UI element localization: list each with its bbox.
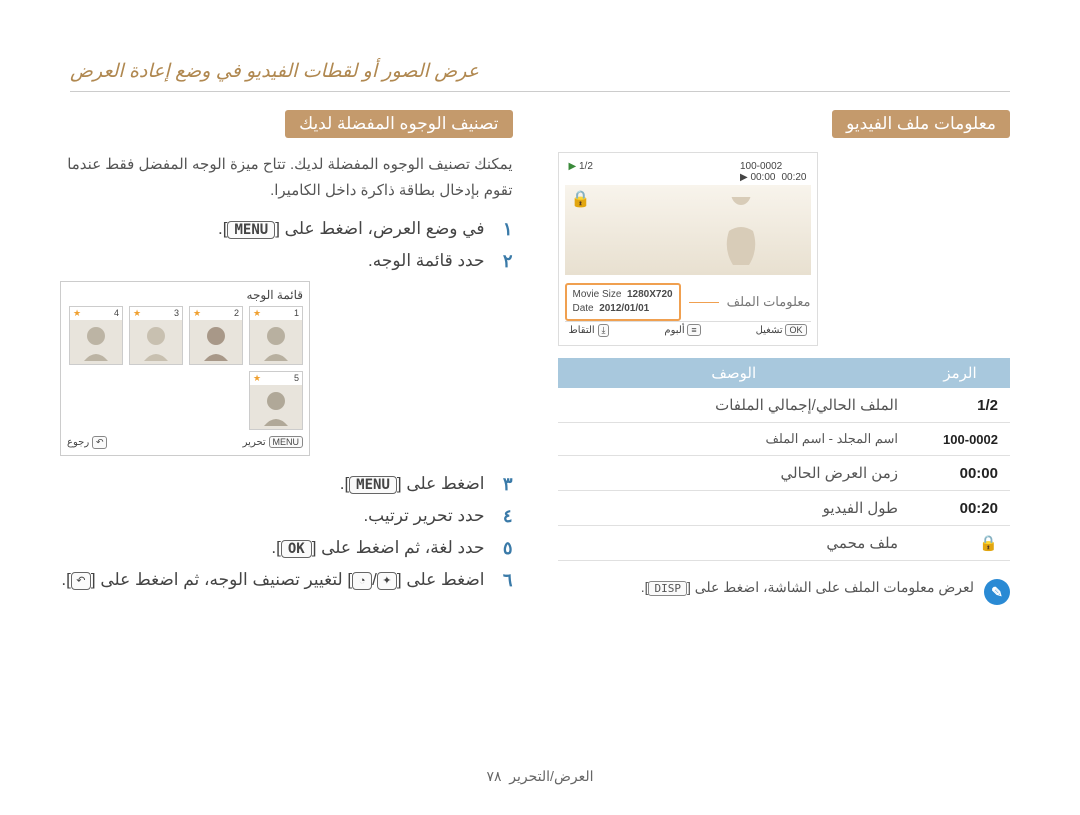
video-bottom-bar: OK تشغيل ≡ ألبوم ⤓ التقاط: [565, 321, 811, 339]
face-cell: 4★: [69, 306, 123, 365]
step-6: اضغط على [✦/◔] لتغيير تصنيف الوجه، ثم اض…: [60, 570, 513, 590]
content-columns: معلومات ملف الفيديو ▶ 1/2 100-0002 ▶ 00:…: [60, 110, 1010, 605]
page-footer: العرض/التحرير ٧٨: [0, 768, 1080, 785]
face-cell: 2★: [189, 306, 243, 365]
face-thumbnail: [250, 320, 302, 364]
face-thumbnail: [70, 320, 122, 364]
section-title-faces: تصنيف الوجوه المفضلة لديك: [285, 110, 512, 138]
steps-list: في وضع العرض، اضغط على [MENU]. حدد قائمة…: [60, 219, 513, 590]
album-chip: ≡: [687, 324, 700, 336]
table-row: 1/2الملف الحالي/إجمالي الملفات: [558, 388, 1011, 423]
face-cell: 1★: [249, 306, 303, 365]
symbol-table: الرمز الوصف 1/2الملف الحالي/إجمالي الملف…: [558, 358, 1011, 561]
star-icon: ★: [253, 373, 261, 384]
face-thumbnail: [190, 320, 242, 364]
video-folder-time: 100-0002 ▶ 00:00 00:20: [740, 161, 807, 183]
star-icon: ★: [73, 308, 81, 319]
star-icon: ★: [193, 308, 201, 319]
capture-chip: ⤓: [598, 324, 610, 337]
step-4: حدد تحرير ترتيب.: [60, 506, 513, 526]
face-cell: 3★: [129, 306, 183, 365]
info-panel-row: معلومات الملف Movie Size 1280X720 Date 2…: [565, 283, 811, 321]
column-faces: تصنيف الوجوه المفضلة لديك يمكنك تصنيف ال…: [60, 110, 513, 605]
face-thumbnail: [250, 385, 302, 429]
face-box-footer: MENU تحرير ↶ رجوع: [67, 436, 303, 449]
video-top-bar: ▶ 1/2 100-0002 ▶ 00:00 00:20: [565, 159, 811, 185]
info-panel-label: معلومات الملف: [727, 294, 811, 310]
faces-paragraph: يمكنك تصنيف الوجوه المفضلة لديك. تتاح مي…: [60, 152, 513, 203]
section-title-video: معلومات ملف الفيديو: [832, 110, 1010, 138]
face-cell: 5★: [249, 371, 303, 430]
flash-key: ✦: [377, 572, 397, 590]
star-icon: ★: [133, 308, 141, 319]
face-box-title: قائمة الوجه: [67, 288, 303, 302]
table-row: 🔒ملف محمي: [558, 526, 1011, 561]
table-row: 00:20طول الفيديو: [558, 491, 1011, 526]
timer-key: ◔: [352, 572, 372, 590]
th-symbol: الرمز: [910, 358, 1010, 388]
face-thumbnail: [130, 320, 182, 364]
table-row: 00:00زمن العرض الحالي: [558, 456, 1011, 491]
star-icon: ★: [253, 308, 261, 319]
info-panel: Movie Size 1280X720 Date 2012/01/01: [565, 283, 681, 321]
step-3: اضغط على [MENU].: [60, 474, 513, 494]
menu-chip: MENU: [269, 436, 304, 448]
step-2: حدد قائمة الوجه. قائمة الوجه 1★ 2★: [60, 251, 513, 456]
face-list-box: قائمة الوجه 1★ 2★ 3★: [60, 281, 310, 456]
menu-key: MENU: [349, 476, 397, 494]
arrow-line: [689, 302, 719, 303]
silhouette-graphic: [711, 197, 771, 267]
note-row: ✎ لعرض معلومات الملف على الشاشة، اضغط عل…: [558, 579, 1011, 605]
lock-icon: 🔒: [571, 189, 591, 209]
video-stage: 🔒: [565, 185, 811, 275]
column-video-info: معلومات ملف الفيديو ▶ 1/2 100-0002 ▶ 00:…: [558, 110, 1011, 605]
info-note-icon: ✎: [984, 579, 1010, 605]
page-header-text: عرض الصور أو لقطات الفيديو في وضع إعادة …: [70, 61, 479, 82]
step-5: حدد لغة، ثم اضغط على [OK].: [60, 538, 513, 558]
th-desc: الوصف: [558, 358, 911, 388]
disp-badge: DISP: [648, 581, 687, 596]
video-preview-box: ▶ 1/2 100-0002 ▶ 00:00 00:20 🔒: [558, 152, 818, 346]
ok-key: OK: [281, 540, 312, 558]
menu-key: MENU: [227, 221, 275, 239]
back-key: ↶: [71, 572, 91, 590]
note-text: لعرض معلومات الملف على الشاشة، اضغط على …: [641, 579, 974, 596]
step-1: في وضع العرض، اضغط على [MENU].: [60, 219, 513, 239]
face-grid: 1★ 2★ 3★ 4★: [67, 306, 303, 430]
ok-chip: OK: [785, 324, 806, 336]
back-chip: ↶: [92, 436, 108, 449]
table-row: 100-0002اسم المجلد - اسم الملف: [558, 423, 1011, 456]
page-header: عرض الصور أو لقطات الفيديو في وضع إعادة …: [70, 60, 1010, 92]
video-play-indicator: ▶ 1/2: [569, 161, 593, 183]
